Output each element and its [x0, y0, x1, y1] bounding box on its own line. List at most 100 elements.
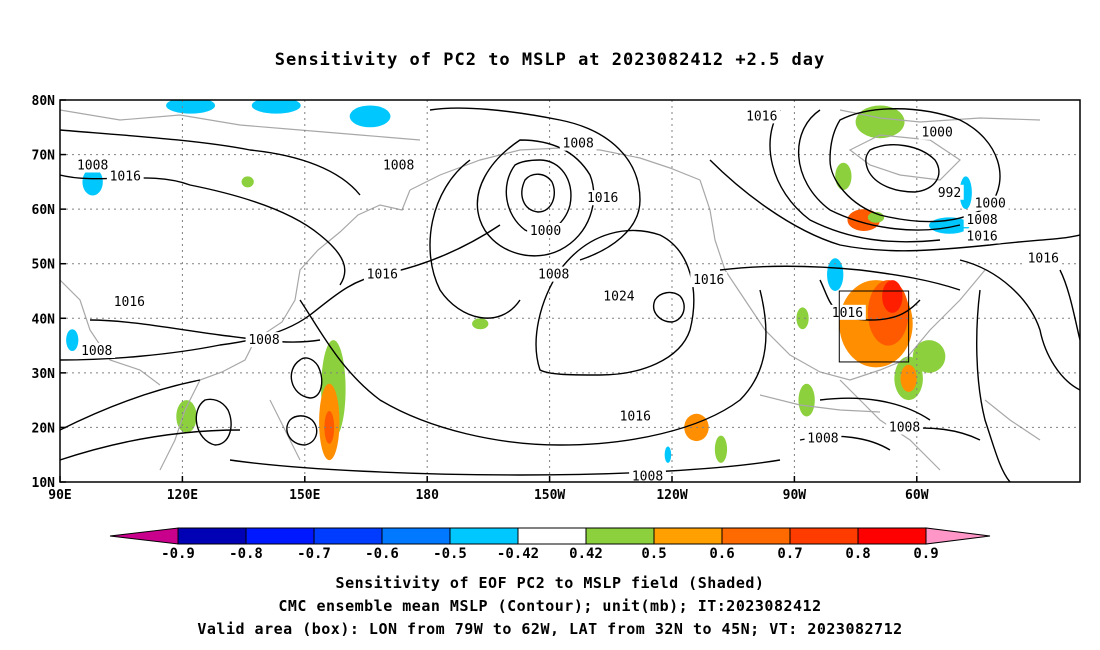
colorbar-segment: [789, 527, 859, 545]
lon-label: 120W: [656, 488, 687, 503]
contour-label-bg: [74, 157, 112, 173]
lon-label: 120E: [167, 488, 198, 503]
contour-label-bg: [963, 228, 1001, 244]
colorbar-right-arrow: [925, 527, 991, 545]
colorbar-left-arrow: [109, 527, 179, 545]
sensitivity-patch: [959, 176, 972, 210]
lon-label: 150E: [289, 488, 320, 503]
sensitivity-patch: [472, 318, 489, 330]
sensitivity-patch: [912, 340, 946, 373]
contour-label-bg: [616, 408, 654, 424]
contour-label-bg: [1024, 250, 1062, 266]
contour-label-bg: [106, 168, 144, 184]
contour-label: 1016: [1028, 251, 1059, 266]
lon-label: 150W: [534, 488, 565, 503]
chart-title: Sensitivity of PC2 to MSLP at 2023082412…: [274, 50, 826, 70]
contour-label: 1016: [746, 109, 777, 124]
lon-label: 90W: [783, 488, 807, 503]
sensitivity-patch: [66, 329, 79, 352]
sensitivity-patch: [176, 400, 197, 433]
contour-label-bg: [918, 124, 956, 140]
sensitivity-patch: [241, 176, 254, 188]
colorbar-segment: [653, 527, 723, 545]
contour-label-bg: [935, 184, 964, 200]
lat-label: 70N: [32, 149, 56, 164]
colorbar-segment: [245, 527, 315, 545]
contour-label: 1008: [538, 268, 569, 283]
sensitivity-patch: [349, 105, 391, 128]
contour-label-bg: [110, 293, 148, 309]
lon-label: 90E: [48, 488, 71, 503]
colorbar-label: 0.42: [569, 546, 603, 562]
colorbar-label: 0.7: [777, 546, 802, 562]
sensitivity-patch: [664, 446, 672, 463]
caption-shading: Sensitivity of EOF PC2 to MSLP field (Sh…: [335, 574, 765, 592]
contour-label: 1016: [966, 229, 997, 244]
colorbar-label: 0.5: [641, 546, 666, 562]
colorbar-segment: [381, 527, 451, 545]
contour-label-bg: [804, 430, 842, 446]
contour-label-bg: [559, 135, 597, 151]
contour-label: 1016: [110, 169, 141, 184]
contour-label: 1008: [807, 431, 838, 446]
sensitivity-patch: [882, 280, 903, 313]
lon-label: 180: [415, 488, 439, 503]
contour-label-bg: [629, 468, 666, 484]
caption-valid-area: Valid area (box): LON from 79W to 62W, L…: [197, 620, 903, 638]
contour-label-bg: [535, 266, 573, 282]
contour-label: 1008: [563, 137, 594, 152]
colorbar-label: -0.6: [365, 546, 399, 562]
lat-lon-grid: [60, 100, 1080, 482]
contour-label: 1016: [367, 268, 398, 283]
colorbar-segment: [177, 527, 247, 545]
coastlines: [60, 109, 1041, 471]
sensitivity-patch: [900, 364, 917, 392]
colorbar-label: -0.7: [297, 546, 331, 562]
sensitivity-patch: [166, 100, 216, 114]
lat-label: 50N: [32, 258, 56, 273]
contour-label-bg: [886, 419, 923, 435]
contour-label: 1016: [587, 191, 618, 206]
colorbar-segment: [517, 527, 587, 545]
colorbar-segment: [585, 527, 655, 545]
contour-label-bg: [584, 190, 622, 206]
contour-label-bg: [690, 272, 728, 288]
colorbar-label: 0.6: [709, 546, 734, 562]
mslp-contours: [60, 107, 1080, 482]
contour-label: 1024: [603, 289, 634, 304]
contour-label-bg: [245, 332, 283, 348]
sensitivity-patch: [798, 383, 815, 417]
colorbar-segment: [721, 527, 791, 545]
colorbar-segment: [449, 527, 519, 545]
latitude-axis: 80N 70N 60N 50N 40N 30N 20N 10N: [32, 94, 56, 491]
contour-label: 1008: [248, 333, 279, 348]
contour-label: 1016: [693, 273, 724, 288]
contour-label-bg: [971, 195, 1009, 211]
contour-label-bg: [363, 266, 401, 282]
longitude-axis: 90E 120E 150E 180 150W 120W 90W 60W: [48, 488, 928, 503]
contour-label: 1000: [922, 126, 953, 141]
contour-label-bg: [600, 288, 638, 304]
sensitivity-patch: [796, 307, 809, 330]
sensitivity-patch: [714, 435, 728, 463]
lat-label: 10N: [32, 476, 56, 491]
sensitivity-patch: [251, 100, 301, 114]
contour-label-bg: [78, 343, 116, 359]
colorbar-label: -0.8: [229, 546, 263, 562]
contour-label: 1008: [383, 158, 414, 173]
colorbar-label: -0.42: [497, 546, 539, 562]
valid-area-rect: [838, 290, 910, 363]
axis-ticks: [59, 99, 918, 483]
contour-label-bg: [527, 222, 564, 238]
contour-label-bg: [380, 157, 418, 173]
contour-label: 1016: [114, 295, 145, 310]
lat-label: 20N: [32, 421, 56, 436]
sensitivity-shading: [66, 100, 972, 463]
contour-label-bg: [743, 108, 781, 124]
sensitivity-patch: [82, 168, 103, 196]
lat-label: 30N: [32, 367, 56, 382]
contour-label: 1008: [632, 470, 663, 485]
colorbar: -0.9 -0.8 -0.7 -0.6 -0.5 -0.42 0.42 0.5 0.6 0.7 0.…: [109, 527, 991, 562]
